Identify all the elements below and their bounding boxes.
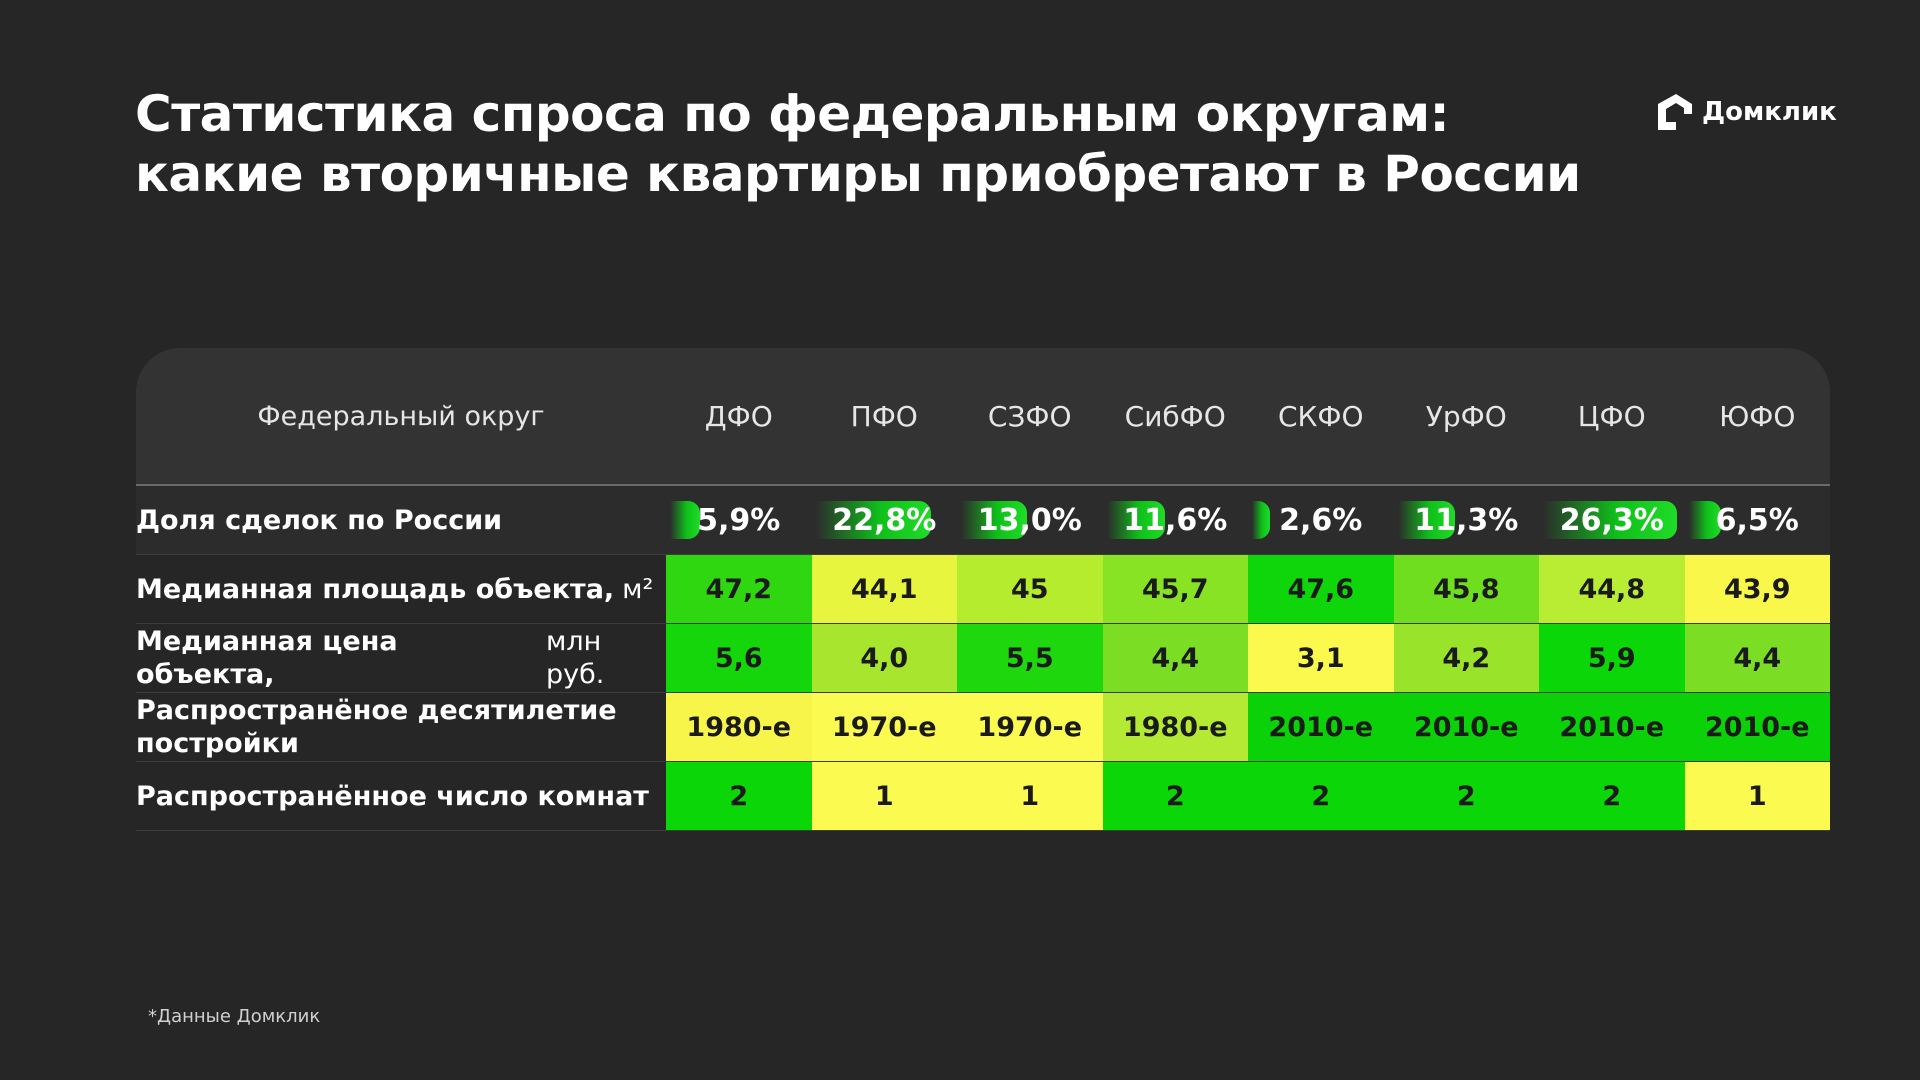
share-bar (961, 501, 1027, 539)
share-bar (815, 501, 932, 539)
row-label: Распространённое число комнат (136, 762, 666, 830)
column-header: ЮФО (1719, 399, 1796, 433)
value-cell: 4,4 (1102, 624, 1248, 692)
value-cell: 1 (811, 762, 957, 830)
share-value: 26,3% (1559, 502, 1664, 538)
value-cell: 5,6 (666, 624, 812, 692)
column-header: СЗФО (987, 399, 1072, 433)
column-header: ЦФО (1577, 399, 1646, 433)
share-cell: 13,0% (957, 486, 1103, 554)
value-cell: 2010-е (1684, 693, 1830, 761)
value-cell: 47,6 (1248, 555, 1394, 623)
value-cell: 4,0 (811, 624, 957, 692)
share-bar (1252, 501, 1270, 539)
value-cell: 43,9 (1684, 555, 1830, 623)
row-label-text: Распространённое число комнат (136, 780, 649, 812)
row-unit: м² (622, 573, 654, 605)
share-bar (1543, 501, 1677, 539)
table-row: Медианная площадь объекта, м² 47,2 44,1 45 45… (136, 555, 1830, 624)
column-header: СКФО (1277, 399, 1364, 433)
table-body: Доля сделок по России 5,9% 22,8% 13,0% 11,6%… (136, 486, 1830, 831)
column-header: СибФО (1124, 399, 1226, 433)
value-cell: 4,4 (1684, 624, 1830, 692)
share-cell: 11,3% (1394, 486, 1540, 554)
value-cell: 2 (1248, 762, 1394, 830)
share-cell: 26,3% (1539, 486, 1685, 554)
share-cell: 22,8% (812, 486, 958, 554)
column-header: ПФО (850, 399, 918, 433)
value-cell: 1 (1684, 762, 1830, 830)
value-cell: 1980-е (666, 693, 812, 761)
table-row: Доля сделок по России 5,9% 22,8% 13,0% 11,6%… (136, 486, 1830, 555)
table-row: Распространённое число комнат 2 1 1 2 2 2 2 1 (136, 762, 1830, 831)
row-label: Медианная цена объекта, млн руб. (136, 624, 666, 692)
row-label-text: Распространёное десятилетие постройки (136, 695, 617, 759)
row-label: Доля сделок по России (136, 486, 666, 554)
footnote: *Данные Домклик (148, 1006, 321, 1027)
row-label-text: Доля сделок по России (136, 504, 503, 536)
value-cell: 2010-е (1248, 693, 1394, 761)
value-cell: 5,9 (1539, 624, 1685, 692)
value-cell: 44,1 (811, 555, 957, 623)
page-title: Статистика спроса по федеральным округам… (135, 84, 1581, 204)
row-label-text: Медианная площадь объекта, (136, 573, 615, 605)
value-cell: 4,2 (1393, 624, 1539, 692)
value-cell: 2 (666, 762, 812, 830)
table-header: Федеральный округ ДФО ПФО СЗФО СибФО СКФО УрФ… (136, 348, 1830, 486)
value-cell: 2010-е (1393, 693, 1539, 761)
value-cell: 45 (957, 555, 1103, 623)
row-unit: млн руб. (546, 626, 605, 690)
share-cell: 11,6% (1103, 486, 1249, 554)
value-cell: 2 (1393, 762, 1539, 830)
title-line-2: какие вторичные квартиры приобретают в Р… (135, 145, 1581, 203)
row-label-text: Медианная цена объекта, (136, 626, 398, 690)
share-value: 11,6% (1123, 502, 1228, 538)
value-cell: 44,8 (1539, 555, 1685, 623)
value-cell: 1970-е (957, 693, 1103, 761)
share-bar (1688, 501, 1722, 539)
value-cell: 45,8 (1393, 555, 1539, 623)
share-value: 11,3% (1414, 502, 1519, 538)
value-cell: 47,2 (666, 555, 812, 623)
value-cell: 45,7 (1102, 555, 1248, 623)
value-cell: 2 (1539, 762, 1685, 830)
share-cell: 6,5% (1685, 486, 1831, 554)
share-bar (1397, 501, 1455, 539)
value-cell: 2010-е (1539, 693, 1685, 761)
value-cell: 1980-е (1102, 693, 1248, 761)
value-cell: 1970-е (811, 693, 957, 761)
share-value: 13,0% (977, 502, 1082, 538)
value-cell: 5,5 (957, 624, 1103, 692)
table-row: Медианная цена объекта, млн руб. 5,6 4,0 5,5… (136, 624, 1830, 693)
share-cell: 5,9% (666, 486, 812, 554)
share-value: 2,6% (1279, 502, 1363, 538)
value-cell: 3,1 (1248, 624, 1394, 692)
domclick-logo: Домклик (1656, 92, 1837, 132)
value-cell: 1 (957, 762, 1103, 830)
stats-table: Федеральный округ ДФО ПФО СЗФО СибФО СКФО УрФ… (136, 348, 1830, 831)
column-header: УрФО (1425, 399, 1507, 433)
value-cell: 2 (1102, 762, 1248, 830)
column-header: ДФО (704, 399, 773, 433)
share-value: 5,9% (697, 502, 781, 538)
logo-text: Домклик (1702, 97, 1837, 127)
house-logo-icon (1658, 94, 1692, 130)
share-bar (670, 501, 700, 539)
title-line-1: Статистика спроса по федеральным округам… (135, 85, 1450, 143)
row-label: Распространёное десятилетие постройки (136, 693, 666, 761)
share-bar (1106, 501, 1166, 539)
share-value: 6,5% (1715, 502, 1799, 538)
row-label: Медианная площадь объекта, м² (136, 555, 666, 623)
share-value: 22,8% (832, 502, 937, 538)
table-row: Распространёное десятилетие постройки 198… (136, 693, 1830, 762)
header-label: Федеральный округ (257, 400, 545, 432)
share-cell: 2,6% (1248, 486, 1394, 554)
